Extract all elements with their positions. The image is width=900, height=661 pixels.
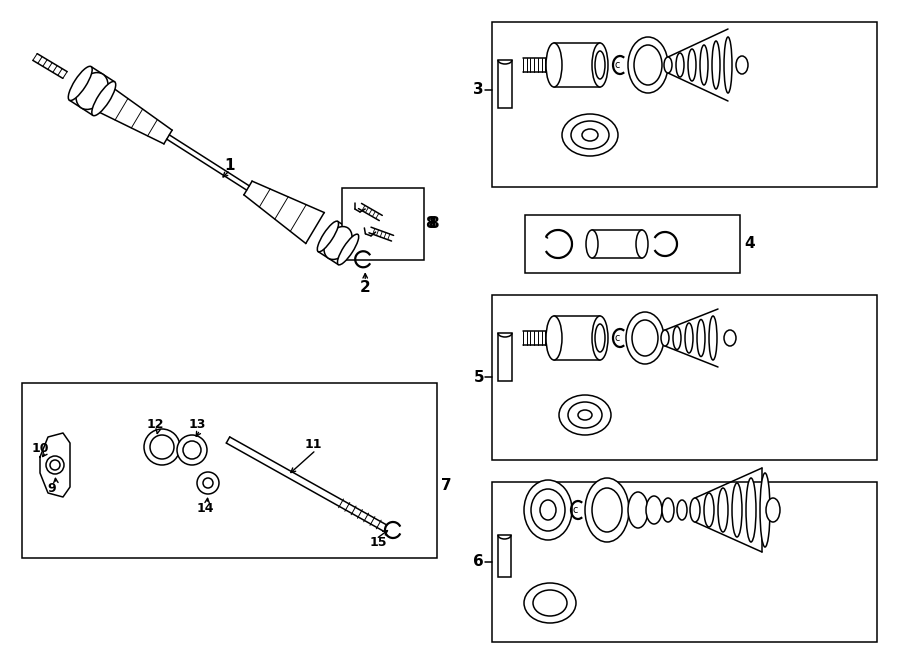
Text: 14: 14: [196, 502, 214, 514]
Bar: [498, 535, 511, 577]
Ellipse shape: [177, 435, 207, 465]
Text: 4: 4: [744, 237, 754, 251]
Ellipse shape: [559, 395, 611, 435]
Ellipse shape: [338, 234, 359, 265]
Ellipse shape: [646, 496, 662, 524]
Text: 10: 10: [32, 442, 49, 455]
Text: 5: 5: [473, 369, 484, 385]
Ellipse shape: [324, 227, 352, 260]
Ellipse shape: [724, 330, 736, 346]
Ellipse shape: [524, 480, 572, 540]
Ellipse shape: [709, 316, 717, 360]
Text: 13: 13: [188, 418, 206, 432]
Text: c: c: [615, 60, 620, 70]
Ellipse shape: [700, 45, 708, 85]
Ellipse shape: [595, 51, 605, 79]
Text: 8: 8: [425, 217, 436, 231]
Ellipse shape: [736, 56, 748, 74]
Ellipse shape: [203, 478, 213, 488]
Ellipse shape: [150, 435, 174, 459]
Ellipse shape: [585, 478, 629, 542]
Text: 9: 9: [48, 481, 57, 494]
Ellipse shape: [586, 230, 598, 258]
Ellipse shape: [664, 57, 672, 73]
Bar: [498, 60, 512, 108]
Ellipse shape: [76, 73, 108, 110]
Ellipse shape: [562, 114, 618, 156]
Text: 1: 1: [225, 157, 235, 173]
Text: 11: 11: [304, 438, 322, 451]
Ellipse shape: [712, 41, 720, 89]
Ellipse shape: [677, 500, 687, 520]
Ellipse shape: [592, 488, 622, 532]
Ellipse shape: [546, 316, 562, 360]
Ellipse shape: [636, 230, 648, 258]
Ellipse shape: [524, 583, 576, 623]
Ellipse shape: [582, 129, 598, 141]
Ellipse shape: [578, 410, 592, 420]
Text: 8: 8: [428, 217, 438, 231]
Ellipse shape: [732, 483, 742, 537]
Ellipse shape: [628, 37, 668, 93]
Ellipse shape: [690, 498, 700, 522]
Ellipse shape: [697, 319, 705, 356]
Bar: [22, 383, 437, 558]
Circle shape: [50, 460, 60, 470]
Ellipse shape: [568, 402, 602, 428]
Text: 12: 12: [146, 418, 164, 432]
Text: c: c: [572, 505, 578, 515]
Ellipse shape: [760, 473, 770, 547]
Ellipse shape: [592, 316, 608, 360]
Ellipse shape: [634, 45, 662, 85]
Ellipse shape: [197, 472, 219, 494]
Ellipse shape: [676, 53, 684, 77]
Ellipse shape: [626, 312, 664, 364]
Ellipse shape: [746, 478, 756, 542]
Ellipse shape: [595, 324, 605, 352]
Ellipse shape: [68, 66, 92, 100]
Ellipse shape: [592, 43, 608, 87]
Text: 7: 7: [441, 478, 452, 493]
Ellipse shape: [661, 330, 669, 346]
Circle shape: [46, 456, 64, 474]
Ellipse shape: [685, 323, 693, 353]
Ellipse shape: [673, 327, 681, 350]
Ellipse shape: [766, 498, 780, 522]
Text: 2: 2: [360, 280, 371, 295]
Bar: [492, 482, 877, 642]
Bar: [492, 22, 877, 187]
Bar: [342, 188, 424, 260]
Ellipse shape: [540, 500, 556, 520]
Ellipse shape: [571, 121, 609, 149]
Text: 15: 15: [369, 537, 387, 549]
Ellipse shape: [688, 49, 696, 81]
Ellipse shape: [718, 488, 728, 532]
Text: 3: 3: [473, 83, 484, 98]
Bar: [492, 295, 877, 460]
Ellipse shape: [183, 441, 201, 459]
Text: c: c: [615, 333, 620, 343]
Ellipse shape: [533, 590, 567, 616]
Ellipse shape: [92, 81, 116, 116]
Ellipse shape: [632, 320, 658, 356]
Bar: [525, 215, 740, 273]
Ellipse shape: [724, 37, 732, 93]
Ellipse shape: [318, 221, 338, 252]
Ellipse shape: [144, 429, 180, 465]
Text: 6: 6: [473, 555, 484, 570]
Ellipse shape: [628, 492, 648, 528]
Bar: [498, 333, 512, 381]
Ellipse shape: [662, 498, 674, 522]
Ellipse shape: [546, 43, 562, 87]
Ellipse shape: [531, 489, 565, 531]
Ellipse shape: [704, 493, 714, 527]
